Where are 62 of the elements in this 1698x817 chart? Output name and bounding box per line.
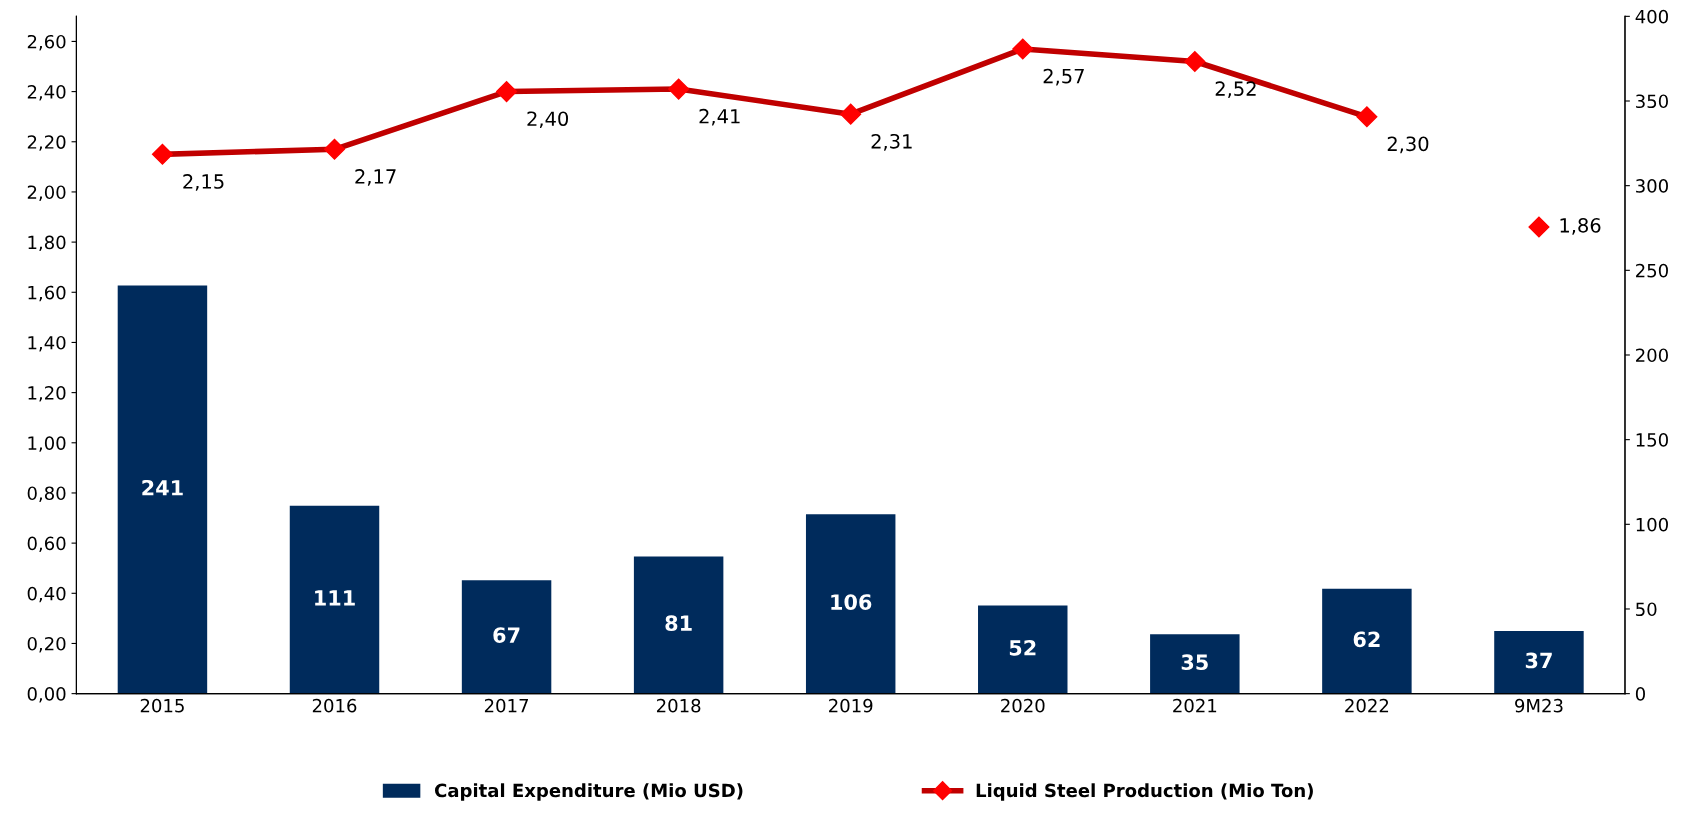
y-tick-label: 1,00 [28,436,66,452]
data-label: 67 [493,627,520,643]
bar [289,505,380,694]
data-label: 2,17 [355,169,396,186]
y2-tick-label: 250 [1636,263,1668,278]
x-tick-label: 2022 [1345,698,1389,713]
bar [117,285,208,694]
data-label: 2,57 [1043,68,1084,86]
y2-tick-label: 400 [1635,9,1668,24]
y-tick-label: 2,40 [27,85,66,101]
y-tick-label: 2,20 [27,135,66,151]
bar [461,580,552,694]
x-tick-label: 2021 [1173,698,1217,713]
data-label: 106 [831,594,872,610]
y2-tick-label: 150 [1636,433,1668,447]
y-tick-label: 2,60 [27,34,66,51]
bar [1150,634,1240,694]
data-label: 2,30 [1387,136,1429,154]
y2-tick-label: 200 [1636,348,1668,363]
data-label: 62 [1353,631,1380,648]
data-label: 81 [665,615,692,632]
x-tick-label: 2016 [312,698,357,713]
x-tick-label: 2015 [140,698,184,713]
y-tick-label: 0,60 [27,536,66,553]
data-label: 2,31 [871,133,912,151]
y2-tick-label: 0 [1635,687,1645,701]
bar [978,605,1068,694]
y-tick-label: 0,40 [27,586,66,603]
x-tick-label: 2020 [1001,698,1045,713]
y-tick-label: 0,80 [27,486,66,502]
x-tick-label: 2018 [656,698,701,713]
y-tick-label: 0,20 [27,636,66,653]
y2-tick-label: 350 [1636,94,1668,109]
data-label: 52 [1009,639,1036,656]
bar [1494,630,1584,694]
x-tick-label: 9M23 [1515,698,1563,713]
data-label: 2,15 [183,174,224,191]
data-label: 2,40 [527,111,569,129]
y-tick-label: 1,80 [28,235,66,252]
y-tick-label: 1,60 [28,285,66,302]
legend-label: Liquid Steel Production (Mio Ton) [976,783,1313,801]
data-label: 2,41 [699,108,740,126]
y-tick-label: 1,40 [28,335,66,352]
data-label: 1,86 [1560,217,1601,235]
y-tick-label: 2,00 [27,185,66,201]
y-tick-label: 1,20 [28,386,66,402]
bar [1322,588,1412,694]
y-tick-label: 0,00 [27,687,66,703]
data-label: 241 [142,479,183,496]
y2-tick-label: 300 [1636,179,1668,193]
data-label: 37 [1525,652,1552,669]
x-tick-label: 2019 [829,698,873,713]
bar [633,556,724,694]
bar [805,514,896,694]
y2-tick-label: 100 [1636,517,1668,532]
legend-label: Capital Expenditure (Mio USD) [434,783,743,801]
point [1528,216,1550,238]
data-label: 2,52 [1215,81,1256,98]
data-label: 35 [1181,654,1208,671]
y2-tick-label: 50 [1636,602,1657,617]
data-label: 111 [315,590,355,606]
x-tick-label: 2017 [484,698,528,713]
